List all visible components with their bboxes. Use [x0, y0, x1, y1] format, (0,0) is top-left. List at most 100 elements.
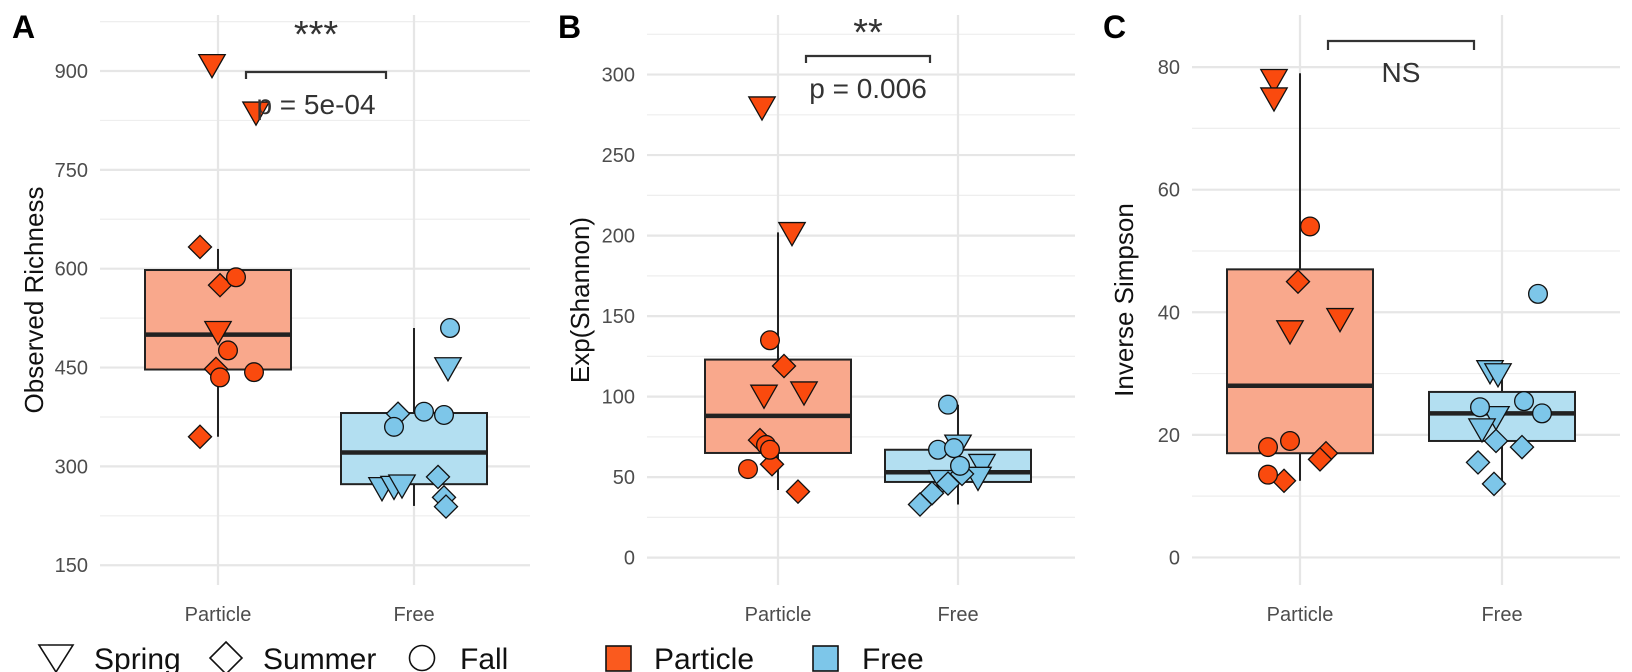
data-point-fall: [1514, 391, 1535, 412]
legend-season-label: Fall: [460, 643, 508, 672]
legend-fractions: Particle Free: [605, 643, 924, 672]
data-point-fall: [413, 401, 434, 422]
data-point-spring: [747, 96, 777, 122]
p-value: NS: [1382, 57, 1421, 88]
x-tick-label: Particle: [745, 604, 812, 626]
x-tick-label: Free: [937, 604, 978, 626]
legend-circle-icon: [408, 644, 436, 672]
data-point-spring: [241, 101, 271, 127]
data-point-spring: [1483, 363, 1513, 389]
data-point-summer: [433, 494, 459, 520]
panel-c: 0 20 40 60 80 Particle Free NS Inverse Simpson C: [1103, 9, 1620, 626]
panel-letter: C: [1103, 9, 1126, 45]
legend-seasons: Spring Summer Fall: [37, 640, 508, 672]
data-point-fall: [433, 404, 454, 425]
y-tick-label: 60: [1158, 180, 1180, 202]
panel-a: 150 300 450 600 750 900 Particle Free *** p = 5e-…: [12, 9, 530, 626]
data-point-fall: [1280, 430, 1301, 451]
data-point-fall: [944, 438, 965, 459]
data-point-fall: [1300, 216, 1321, 237]
y-axis-title: Observed Richness: [19, 187, 49, 414]
legend-fraction-label: Free: [862, 643, 924, 672]
data-point-fall: [243, 362, 264, 383]
data-point-spring: [777, 221, 807, 247]
data-point-fall: [217, 340, 238, 361]
legend-season-label: Summer: [263, 643, 376, 672]
data-point-fall: [1532, 403, 1553, 424]
data-point-summer: [907, 492, 933, 517]
data-point-summer: [1465, 449, 1491, 475]
box-particle: [1226, 268, 1374, 455]
data-point-fall: [760, 330, 781, 351]
legend-swatch-icon: [605, 645, 632, 672]
data-point-summer: [771, 353, 797, 379]
data-point-spring: [967, 453, 997, 479]
legend-diamond-icon: [208, 640, 244, 672]
y-tick-label: 300: [55, 456, 88, 478]
data-point-spring: [749, 384, 779, 410]
data-point-spring: [1275, 320, 1305, 346]
legend-season-label: Spring: [94, 643, 181, 672]
y-axis-title: Inverse Simpson: [1109, 203, 1139, 397]
data-point-summer: [1481, 471, 1507, 497]
data-point-fall: [950, 455, 971, 476]
data-point-summer: [1285, 269, 1311, 295]
data-point-fall: [738, 459, 759, 480]
data-point-summer: [1509, 434, 1535, 460]
significance-bracket: [804, 54, 932, 63]
y-tick-label: 750: [55, 160, 88, 182]
significance-bracket: [244, 70, 388, 79]
y-tick-label: 100: [602, 387, 635, 409]
data-point-spring: [1325, 307, 1355, 333]
p-value: p = 0.006: [809, 73, 927, 104]
y-tick-label: 200: [602, 226, 635, 248]
data-point-spring: [1481, 405, 1511, 432]
data-point-summer: [187, 424, 213, 450]
p-value: p = 5e-04: [256, 89, 375, 120]
box-particle: [704, 358, 852, 454]
y-tick-label: 900: [55, 61, 88, 83]
legend-triangle-icon: [37, 644, 75, 672]
x-tick-label: Particle: [1267, 604, 1334, 626]
data-point-fall: [209, 367, 230, 388]
panel-letter: B: [558, 9, 581, 45]
data-point-fall: [1258, 464, 1279, 485]
legend-swatch-icon: [812, 645, 839, 672]
y-tick-label: 80: [1158, 57, 1180, 79]
y-axis-title: Exp(Shannon): [565, 217, 595, 383]
legend-fraction-label: Particle: [654, 643, 754, 672]
data-point-spring: [789, 381, 819, 407]
data-point-summer: [1483, 428, 1509, 454]
data-point-spring: [1259, 68, 1289, 94]
y-tick-label: 600: [55, 259, 88, 281]
x-tick-label: Free: [1481, 604, 1522, 626]
box-free: [340, 412, 488, 486]
panel-b: 0 50 100 150 200 250 300 Particle Free ** p = 0.00…: [558, 9, 1075, 626]
y-tick-label: 40: [1158, 302, 1180, 324]
data-point-spring: [203, 320, 233, 346]
data-point-summer: [1307, 446, 1333, 472]
data-point-fall: [1258, 437, 1279, 458]
y-tick-label: 450: [55, 358, 88, 380]
data-point-fall: [439, 318, 460, 339]
x-tick-label: Free: [393, 604, 434, 626]
data-point-fall: [1528, 283, 1549, 304]
y-tick-label: 50: [613, 467, 635, 489]
data-point-spring: [197, 53, 227, 80]
data-point-spring: [1259, 87, 1289, 113]
y-tick-label: 0: [1169, 547, 1180, 569]
data-point-summer: [785, 479, 811, 505]
significance-bracket: [1326, 39, 1476, 50]
data-point-fall: [1470, 397, 1491, 418]
data-point-fall: [760, 439, 781, 460]
data-point-summer: [759, 451, 785, 477]
panel-letter: A: [12, 9, 35, 45]
data-point-spring: [1467, 418, 1497, 444]
y-tick-label: 250: [602, 145, 635, 167]
data-point-fall: [383, 416, 404, 437]
y-tick-label: 150: [55, 555, 88, 577]
y-tick-label: 0: [624, 548, 635, 570]
data-point-spring: [433, 357, 463, 383]
